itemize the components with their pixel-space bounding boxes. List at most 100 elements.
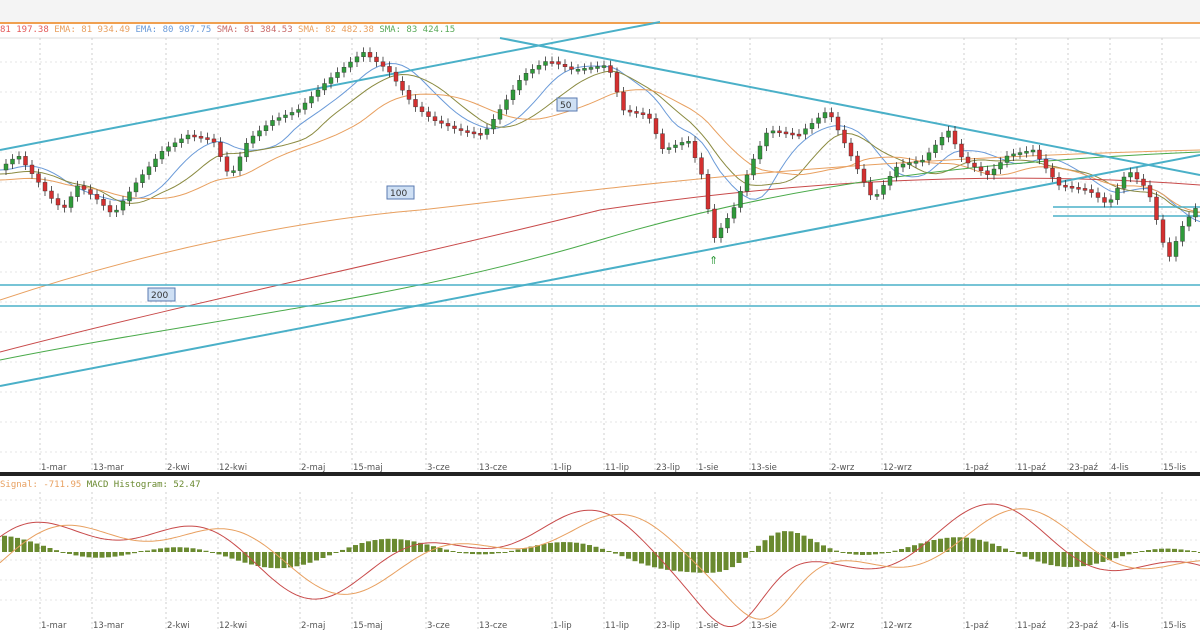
candle-up	[140, 174, 145, 184]
candle-up	[75, 185, 80, 197]
x-tick-label: 13-sie	[751, 621, 777, 630]
ma-label-box	[556, 97, 578, 112]
candle-up	[920, 159, 925, 163]
candle-up	[913, 161, 919, 164]
x-tick-label: 15-lis	[1163, 621, 1187, 630]
buy-arrow-icon: ⇑	[709, 254, 718, 267]
main-legend: 81 197.38 EMA: 81 934.49 EMA: 80 987.75 …	[0, 25, 455, 35]
legend-signal: Signal: -711.95	[0, 480, 82, 490]
candle-up	[1004, 155, 1010, 163]
x-tick-label: 2-wrz	[831, 463, 855, 473]
candle-up	[575, 69, 581, 72]
macd-histogram-bar	[899, 548, 904, 552]
candle-up	[1193, 208, 1198, 218]
macd-histogram-bar	[554, 542, 560, 552]
candle-down	[419, 106, 425, 112]
candle-down	[205, 137, 210, 140]
candle-up	[257, 130, 262, 137]
macd-histogram-bar	[912, 545, 917, 552]
candle-down	[432, 116, 438, 121]
macd-histogram-bar	[333, 552, 339, 553]
candle-up	[738, 191, 743, 208]
ma-label-box	[386, 185, 415, 200]
candle-down	[1063, 184, 1068, 188]
macd-histogram-bar	[327, 552, 332, 556]
x-tick-label: 1-sie	[698, 621, 719, 630]
candle-down	[29, 164, 35, 174]
candle-up	[133, 182, 139, 193]
macd-histogram-bar	[249, 552, 254, 565]
candle-up	[127, 191, 132, 202]
candle-down	[55, 198, 61, 206]
ma-labels: 50 100 200	[147, 97, 578, 302]
candle-down	[224, 156, 230, 172]
candle-up	[1180, 225, 1185, 242]
macd-histogram-bar	[879, 552, 885, 554]
candle-down	[406, 90, 412, 100]
x-tick-label: 12-wrz	[883, 463, 912, 473]
macd-histogram-bar	[509, 550, 514, 552]
candle-down	[198, 136, 204, 139]
macd-histogram-bar	[99, 552, 105, 558]
macd-histogram-bar	[671, 552, 677, 571]
x-tick-label: 1-paź	[965, 621, 989, 630]
macd-histogram-bar	[444, 549, 449, 552]
macd-histogram-bar	[723, 552, 729, 571]
macd-histogram-bar	[886, 552, 891, 553]
macd-histogram-bar	[1107, 552, 1112, 561]
candle-down	[965, 156, 971, 164]
macd-histogram-bar	[983, 541, 989, 552]
legend-close: 81 197.38	[0, 25, 49, 35]
candle-down	[868, 181, 873, 196]
macd-histogram-bar	[502, 552, 508, 553]
candle-down	[452, 125, 457, 129]
macd-histogram-bar	[1048, 552, 1054, 566]
x-tick-label: 23-paź	[1069, 621, 1098, 630]
candle-up	[588, 67, 594, 70]
macd-histogram-bar	[561, 542, 566, 552]
candle-down	[62, 204, 67, 208]
macd-histogram-bar	[769, 535, 774, 552]
macd-histogram-bar	[645, 552, 651, 566]
macd-histogram-bar	[288, 552, 293, 568]
candle-down	[374, 56, 379, 62]
candle-up	[270, 120, 275, 126]
macd-histogram-bar	[60, 552, 66, 553]
candle-up	[504, 99, 509, 110]
candle-up	[153, 158, 158, 168]
trendline-lower-rising	[0, 154, 1200, 387]
candle-down	[1043, 158, 1049, 169]
candle-up	[946, 130, 951, 138]
macd-histogram-bar	[1133, 552, 1138, 553]
macd-histogram-bar	[535, 545, 540, 552]
macd-histogram-bar	[593, 546, 599, 552]
candle-up	[595, 66, 600, 69]
macd-histogram-bar	[411, 541, 417, 552]
macd-histogram-bar	[717, 552, 722, 572]
candle-up	[510, 89, 516, 100]
candle-up	[179, 138, 184, 143]
candle-down	[952, 130, 958, 145]
candle-up	[289, 112, 295, 116]
candle-up	[491, 119, 496, 130]
candle-up	[751, 158, 756, 176]
macd-histogram-bar	[548, 543, 553, 552]
macd-histogram-bar	[827, 548, 833, 552]
macd-histogram-bar	[528, 546, 534, 552]
macd-histogram-bar	[905, 547, 911, 552]
x-tick-label: 1-mar	[41, 621, 67, 630]
candle-up	[770, 130, 776, 134]
trend-lines[interactable]	[0, 21, 1200, 387]
macd-histogram-bar	[1178, 549, 1184, 552]
candle-up	[666, 147, 672, 150]
macd-histogram-bar	[184, 547, 189, 552]
legend-ema-2: EMA: 80 987.75	[130, 25, 212, 35]
ma-label-text: 50	[560, 101, 572, 111]
macd-histogram-bar	[268, 552, 274, 568]
macd-histogram-bar	[853, 552, 859, 555]
candle-up	[757, 145, 763, 160]
macd-histogram-bar	[281, 552, 287, 569]
x-tick-label: 12-kwi	[219, 463, 247, 473]
candle-up	[764, 132, 769, 147]
